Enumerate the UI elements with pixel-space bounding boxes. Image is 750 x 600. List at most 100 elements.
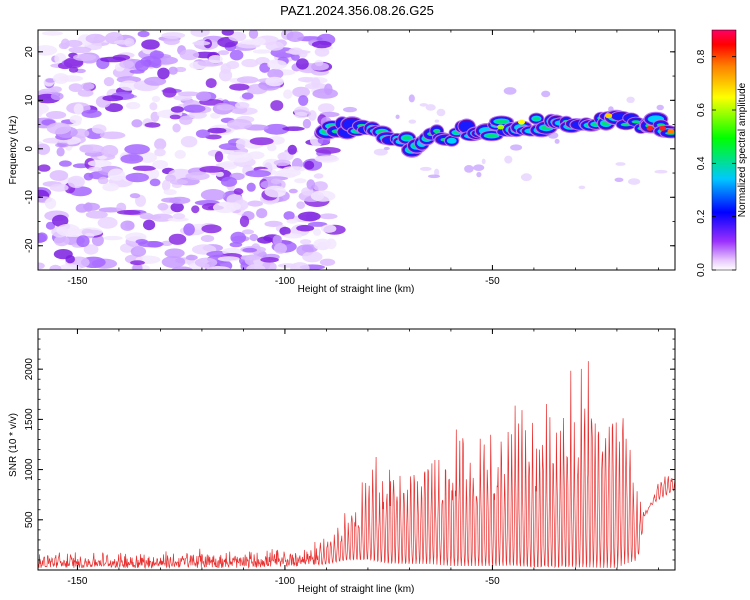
faint-blob: [504, 155, 513, 164]
noise-blob: [38, 164, 51, 172]
noise-blob: [208, 55, 223, 64]
noise-blob: [172, 123, 181, 133]
spectrogram-ylabel: Frequency (Hz): [8, 116, 19, 185]
noise-blob: [298, 76, 314, 83]
noise-blob: [100, 56, 127, 63]
signal-blob: [532, 116, 541, 121]
noise-blob: [286, 218, 298, 224]
spectrogram-frame: [37, 29, 676, 271]
noise-blob: [154, 148, 166, 157]
noise-blob: [141, 39, 160, 50]
noise-blob: [270, 100, 284, 111]
noise-blob: [239, 215, 250, 227]
noise-blob: [65, 255, 75, 264]
hot-spot-blob: [497, 124, 505, 130]
noise-blob: [120, 220, 135, 231]
faint-blob: [554, 138, 560, 144]
noise-blob: [317, 103, 335, 114]
noise-blob: [251, 37, 266, 46]
noise-blob: [274, 243, 287, 254]
noise-blob: [216, 104, 235, 111]
noise-blob: [217, 50, 230, 56]
noise-blob: [50, 92, 64, 101]
noise-blob: [59, 160, 72, 167]
snr-ticks: -150 -100 -50 500 1000 1500 2000: [24, 329, 675, 587]
colorbar-tick-label: 0.8: [696, 49, 707, 63]
noise-blob: [265, 76, 284, 87]
signal-blob: [402, 135, 412, 141]
noise-blob: [169, 179, 188, 185]
noise-blob: [81, 109, 102, 119]
noise-blob: [264, 185, 287, 198]
noise-blob: [265, 41, 284, 51]
noise-blob: [152, 160, 169, 169]
noise-blob: [177, 91, 201, 97]
noise-blob: [144, 122, 161, 128]
noise-blob: [161, 240, 173, 246]
noise-blob: [256, 208, 268, 219]
noise-blob: [116, 76, 142, 84]
faint-blob: [656, 104, 664, 111]
colorbar-tick-label: 0.2: [696, 209, 707, 223]
noise-blob: [227, 151, 253, 163]
noise-blob: [267, 68, 284, 80]
noise-blob: [236, 141, 246, 150]
y-tick-label: 0: [24, 146, 35, 152]
noise-blob: [236, 76, 259, 84]
noise-blob: [296, 224, 315, 232]
signal-blob: [631, 120, 641, 124]
noise-blob: [38, 262, 45, 270]
noise-blob: [171, 266, 193, 270]
noise-blob: [298, 95, 309, 106]
noise-blob: [260, 257, 279, 263]
noise-blob: [311, 40, 332, 49]
hot-spot-blob: [659, 125, 667, 131]
noise-blob: [215, 171, 224, 177]
noise-blob: [180, 136, 198, 148]
noise-blob: [73, 103, 84, 115]
noise-blob: [97, 216, 118, 229]
faint-blob: [395, 114, 400, 120]
signal-blob: [485, 133, 498, 138]
noise-blob: [38, 103, 49, 115]
y-tick-label: -20: [24, 238, 35, 253]
signal-blob: [433, 128, 441, 134]
noise-blob: [229, 49, 244, 61]
noise-blob: [91, 124, 107, 134]
noise-blob: [283, 89, 293, 99]
colorbar-tick-label: 0.6: [696, 103, 707, 117]
noise-blob: [149, 178, 161, 187]
noise-blob: [241, 58, 259, 68]
x-tick-label: -100: [275, 276, 295, 287]
noise-blob: [279, 226, 291, 236]
y-tick-label: 1500: [24, 408, 35, 431]
noise-blob: [221, 30, 234, 36]
noise-blob: [294, 178, 307, 184]
noise-blob: [201, 224, 222, 234]
noise-blob: [119, 60, 135, 69]
hot-spot-blob: [667, 128, 675, 134]
faint-blob: [419, 103, 428, 107]
noise-blob: [297, 211, 321, 222]
x-tick-label: -150: [67, 276, 87, 287]
noise-blob: [313, 228, 322, 236]
noise-blob: [99, 131, 126, 140]
noise-blob: [286, 31, 304, 42]
noise-blob: [292, 86, 310, 98]
noise-blob: [105, 103, 123, 113]
faint-blob: [476, 171, 482, 178]
noise-blob: [53, 73, 69, 84]
faint-blob: [408, 94, 415, 103]
noise-blob: [194, 257, 218, 268]
noise-blob: [313, 173, 324, 179]
noise-blob: [196, 91, 212, 102]
noise-blob: [272, 235, 283, 246]
colorbar-tick-label: 0.4: [696, 156, 707, 170]
noise-blob: [132, 165, 156, 171]
noise-blob: [219, 69, 233, 82]
noise-blob: [68, 83, 83, 92]
noise-blob: [264, 220, 283, 227]
noise-blob: [220, 176, 238, 187]
noise-blob: [310, 190, 336, 202]
noise-blob: [88, 166, 103, 172]
